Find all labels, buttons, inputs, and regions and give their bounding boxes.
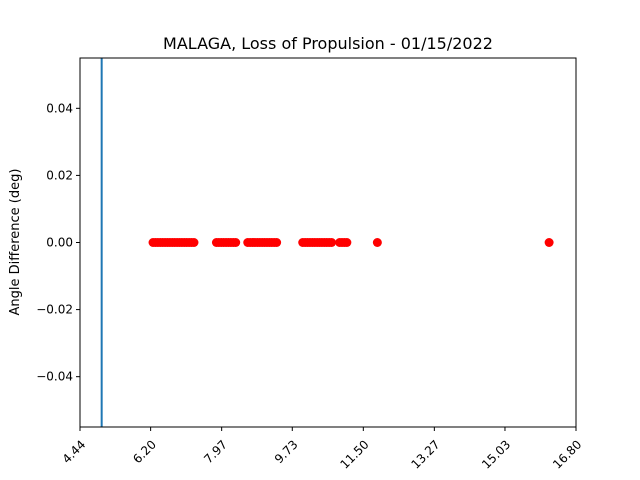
y-tick-label: 0.00 <box>46 236 73 250</box>
data-point <box>189 238 199 247</box>
y-axis-label: Angle Difference (deg) <box>8 169 23 316</box>
data-point <box>327 238 337 247</box>
y-tick-label: −0.04 <box>36 370 73 384</box>
data-point <box>272 238 282 247</box>
y-tick-label: 0.04 <box>46 101 73 115</box>
x-tick-label: 15.03 <box>479 437 513 471</box>
data-point <box>231 238 241 247</box>
x-tick-label: 9.73 <box>272 437 301 466</box>
x-tick-label: 4.44 <box>60 437 89 466</box>
x-tick-label: 11.50 <box>337 437 371 471</box>
x-axis: 4.44 6.20 7.97 9.73 11.50 13.27 15.03 16.80 <box>60 427 584 472</box>
y-tick-label: −0.02 <box>36 303 73 317</box>
x-tick-label: 16.80 <box>550 437 584 471</box>
y-tick-label: 0.02 <box>46 168 73 182</box>
x-tick-label: 7.97 <box>201 437 230 466</box>
chart-title: MALAGA, Loss of Propulsion - 01/15/2022 <box>163 34 493 53</box>
x-tick-label: 13.27 <box>408 437 442 471</box>
data-point <box>342 238 352 247</box>
plot-area <box>100 58 554 427</box>
data-point <box>544 238 554 247</box>
data-point <box>372 238 382 247</box>
y-axis: −0.04 −0.02 0.00 0.02 0.04 <box>36 101 80 384</box>
x-tick-label: 6.20 <box>130 437 159 466</box>
